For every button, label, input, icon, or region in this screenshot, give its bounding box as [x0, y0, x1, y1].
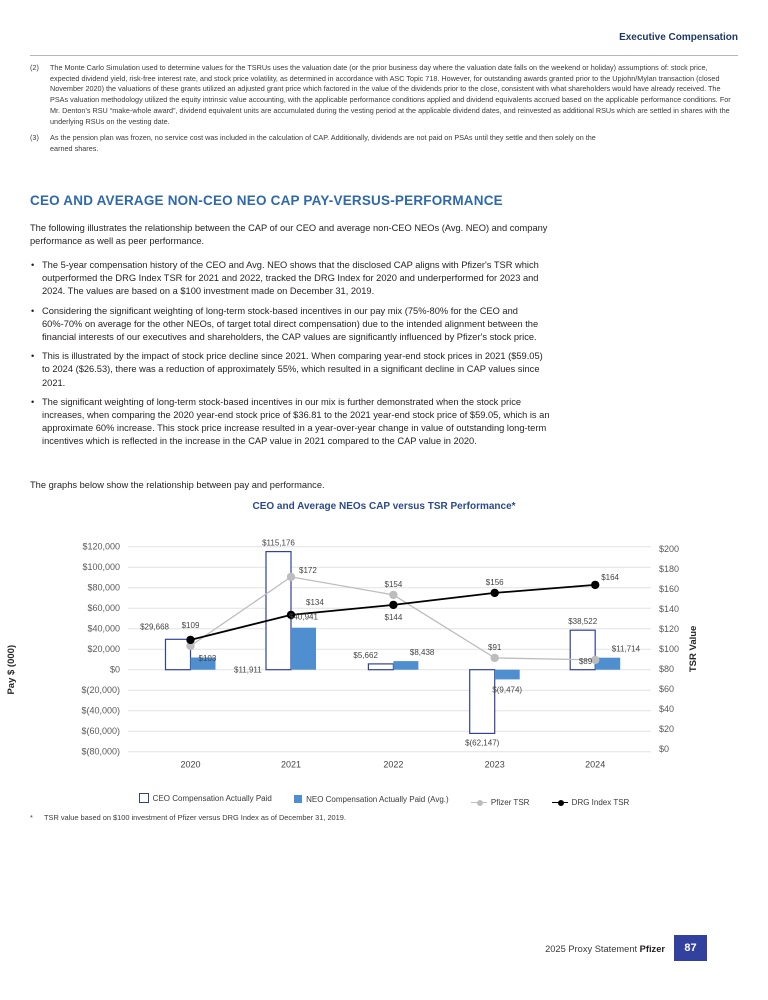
svg-text:$89: $89 [579, 657, 593, 666]
svg-text:$80: $80 [659, 664, 674, 674]
svg-text:$40,941: $40,941 [289, 613, 318, 622]
svg-text:$8,438: $8,438 [410, 648, 435, 657]
svg-text:$115,176: $115,176 [262, 539, 295, 548]
svg-text:$11,714: $11,714 [612, 645, 641, 654]
svg-text:$(9,474): $(9,474) [492, 685, 522, 694]
svg-text:$20,000: $20,000 [87, 644, 120, 654]
svg-text:$0: $0 [110, 665, 120, 675]
svg-text:$172: $172 [299, 566, 317, 575]
svg-text:2023: 2023 [485, 760, 505, 770]
svg-text:$160: $160 [659, 584, 679, 594]
svg-text:$103: $103 [199, 654, 217, 663]
svg-text:2021: 2021 [281, 760, 301, 770]
svg-text:$100,000: $100,000 [82, 562, 120, 572]
svg-text:$40: $40 [659, 704, 674, 714]
svg-text:$120,000: $120,000 [82, 542, 120, 552]
svg-text:$164: $164 [601, 573, 619, 582]
svg-text:$(20,000): $(20,000) [81, 685, 120, 695]
svg-text:$91: $91 [488, 643, 502, 652]
svg-text:$29,668: $29,668 [140, 622, 169, 631]
svg-text:2022: 2022 [383, 760, 403, 770]
svg-text:$(60,000): $(60,000) [81, 726, 120, 736]
svg-text:Pay $ (000): Pay $ (000) [6, 645, 17, 695]
svg-text:$40,000: $40,000 [87, 624, 120, 634]
svg-text:2020: 2020 [180, 760, 200, 770]
svg-text:2024: 2024 [585, 760, 605, 770]
svg-text:$180: $180 [659, 564, 679, 574]
svg-text:$120: $120 [659, 624, 679, 634]
svg-text:$154: $154 [385, 580, 403, 589]
svg-text:$134: $134 [306, 598, 324, 607]
svg-text:TSR Value: TSR Value [688, 626, 699, 672]
svg-text:$80,000: $80,000 [87, 583, 120, 593]
svg-text:$20: $20 [659, 724, 674, 734]
svg-text:$(62,147): $(62,147) [465, 738, 500, 747]
svg-text:$38,522: $38,522 [568, 617, 597, 626]
svg-text:$140: $140 [659, 604, 679, 614]
svg-text:$144: $144 [385, 613, 403, 622]
svg-text:$5,662: $5,662 [353, 651, 378, 660]
svg-text:$11,911: $11,911 [234, 666, 262, 675]
svg-text:$109: $109 [182, 621, 200, 630]
svg-text:$60,000: $60,000 [87, 603, 120, 613]
svg-text:$156: $156 [486, 578, 504, 587]
svg-text:$100: $100 [659, 644, 679, 654]
svg-text:$60: $60 [659, 684, 674, 694]
svg-text:$0: $0 [659, 744, 669, 754]
svg-text:$(40,000): $(40,000) [81, 706, 120, 716]
svg-text:$200: $200 [659, 544, 679, 554]
svg-text:$(80,000): $(80,000) [81, 747, 120, 757]
